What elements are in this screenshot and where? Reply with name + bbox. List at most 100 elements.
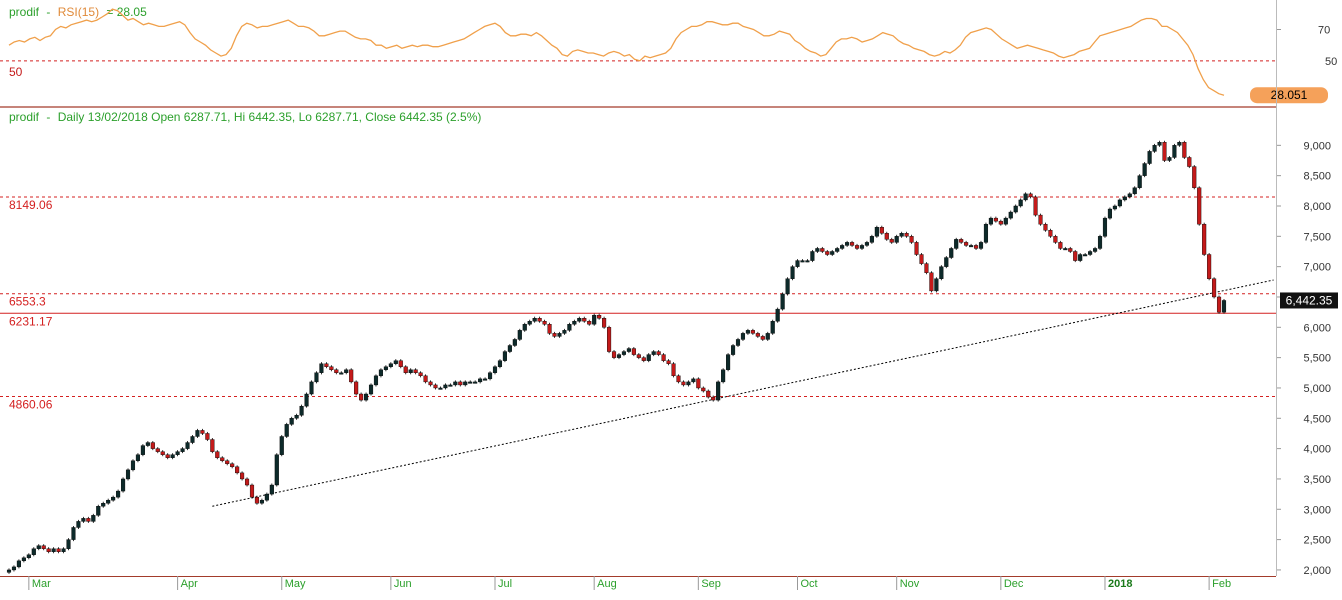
x-tick-label: Jun xyxy=(394,578,412,590)
x-tick-label: Mar xyxy=(32,578,51,590)
candle-body xyxy=(111,496,116,501)
candle-body xyxy=(497,360,503,367)
level-label-1: 6553.3 xyxy=(9,295,46,309)
candle-body xyxy=(1033,196,1038,216)
candle-body xyxy=(869,236,874,243)
candle-body xyxy=(36,545,41,549)
candle-body xyxy=(478,378,483,383)
candle-body xyxy=(864,242,869,246)
candle-body xyxy=(349,369,354,383)
candle-body xyxy=(854,245,860,249)
candle-body xyxy=(810,251,815,261)
candle-body xyxy=(924,263,929,273)
candle-body xyxy=(1043,223,1048,231)
candle-body xyxy=(611,351,617,358)
candle-body xyxy=(487,372,493,380)
candle-body xyxy=(373,375,379,386)
candle-body xyxy=(626,348,631,352)
candle-body xyxy=(884,233,889,240)
candle-body xyxy=(473,381,478,384)
x-tick-label: Oct xyxy=(801,578,818,590)
candle-body xyxy=(973,245,979,249)
candle-body xyxy=(874,227,879,237)
candle-body xyxy=(269,484,274,495)
candle-body xyxy=(398,360,403,367)
candle-body xyxy=(1102,217,1108,237)
rsi-legend: prodif - RSI(15) = 28.05 xyxy=(9,5,147,19)
candle-body xyxy=(572,321,577,325)
rsi-panel-bg xyxy=(0,0,1276,106)
price-ytick-label: 4,000 xyxy=(1303,444,1331,456)
candle-body xyxy=(259,499,264,504)
candle-body xyxy=(1157,142,1162,146)
candle-body xyxy=(1078,254,1083,261)
candle-body xyxy=(368,384,374,395)
candle-body xyxy=(443,384,448,389)
x-tick-label: Jul xyxy=(498,578,512,590)
candle-body xyxy=(81,518,86,522)
candle-body xyxy=(502,351,507,361)
level-label-3: 4860.06 xyxy=(9,397,53,411)
candle-body xyxy=(264,493,269,501)
candle-body xyxy=(408,369,413,373)
candle-body xyxy=(86,518,91,522)
candle-body xyxy=(1038,214,1043,225)
candle-body xyxy=(200,430,205,434)
trendline xyxy=(212,279,1274,507)
candle-body xyxy=(26,554,31,559)
candle-body xyxy=(706,390,711,398)
candle-body xyxy=(726,354,731,370)
candle-body xyxy=(745,330,750,334)
candle-body xyxy=(815,248,820,252)
candle-body xyxy=(235,466,240,474)
candle-body xyxy=(279,436,284,455)
candle-body xyxy=(522,324,527,331)
price-layer: 8149.06 6553.3 6231.17 4860.06 2,000 2,500 3,0… xyxy=(0,140,1338,577)
candle-body xyxy=(899,233,904,237)
candle-body xyxy=(909,236,914,243)
candle-body xyxy=(879,227,884,234)
candle-body xyxy=(1197,187,1202,225)
candle-body xyxy=(180,448,185,452)
candle-body xyxy=(334,369,339,373)
candle-body xyxy=(1097,236,1103,249)
candle-body xyxy=(1177,142,1182,146)
candle-body xyxy=(949,248,954,258)
candle-body xyxy=(542,321,547,325)
candle-body xyxy=(636,354,641,358)
candle-body xyxy=(631,348,636,355)
candle-body xyxy=(106,499,111,504)
candle-body xyxy=(121,478,126,492)
candle-body xyxy=(780,293,785,310)
candle-body xyxy=(587,321,592,325)
candle-body xyxy=(552,333,557,337)
candle-body xyxy=(785,278,790,295)
candle-body xyxy=(914,242,919,255)
candle-body xyxy=(190,436,195,443)
price-ytick-label: 2,500 xyxy=(1303,535,1331,547)
candle-body xyxy=(1192,166,1197,188)
candle-body xyxy=(16,560,21,568)
candle-body xyxy=(686,381,691,386)
candle-body xyxy=(944,257,949,267)
candle-body xyxy=(71,527,76,540)
candle-body xyxy=(537,318,542,322)
price-ytick-label: 8,000 xyxy=(1303,201,1331,213)
candle-body xyxy=(294,415,299,419)
candle-body xyxy=(145,442,150,446)
candle-body xyxy=(527,321,532,325)
price-ytick-label: 5,500 xyxy=(1303,353,1331,365)
candle-body xyxy=(964,242,969,246)
candle-body xyxy=(840,245,845,249)
candle-body xyxy=(1187,157,1192,167)
candle-body xyxy=(1172,145,1177,158)
rsi-legend-value: = 28.05 xyxy=(106,5,147,19)
candle-body xyxy=(299,405,304,416)
rsi-series-line xyxy=(8,8,1225,96)
candle-body xyxy=(160,451,165,455)
candle-body xyxy=(423,375,428,383)
candle-body xyxy=(582,318,587,322)
candle-body xyxy=(1068,248,1073,252)
candle-body xyxy=(735,339,741,346)
candle-body xyxy=(1207,254,1212,279)
